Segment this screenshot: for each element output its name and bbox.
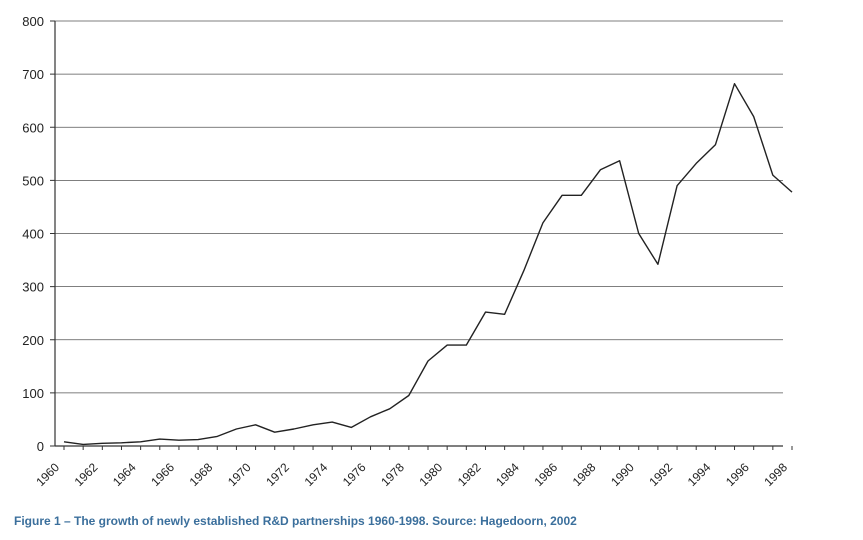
x-tick-label-1988: 1988: [570, 460, 599, 489]
x-tick-label-1986: 1986: [531, 460, 560, 489]
data-point-1970: [254, 424, 256, 426]
data-point-1982: [484, 311, 486, 313]
gridlines: [55, 20, 783, 394]
data-point-1975: [350, 426, 352, 428]
series-line: [63, 82, 793, 446]
data-point-1963: [120, 442, 122, 444]
y-tick-label-700: 700: [22, 67, 44, 82]
data-point-1973: [312, 424, 314, 426]
x-tick-label-1984: 1984: [493, 460, 522, 489]
x-tick-label-1990: 1990: [608, 460, 637, 489]
x-tick-label-1974: 1974: [302, 460, 331, 489]
y-tick-label-100: 100: [22, 386, 44, 401]
data-point-1972: [293, 428, 295, 430]
data-point-1996: [752, 115, 754, 117]
data-point-1965: [159, 438, 161, 440]
data-point-1992: [676, 184, 678, 186]
y-tick-label-500: 500: [22, 173, 44, 188]
x-tick-label-1968: 1968: [187, 460, 216, 489]
data-point-1978: [408, 394, 410, 396]
data-point-1990: [638, 232, 640, 234]
data-point-1993: [695, 162, 697, 164]
data-point-1964: [139, 441, 141, 443]
data-point-1962: [101, 442, 103, 444]
figure-caption: Figure 1 – The growth of newly establish…: [14, 514, 577, 528]
data-point-1997: [772, 174, 774, 176]
data-point-1960: [63, 441, 65, 443]
y-tick-label-800: 800: [22, 14, 44, 29]
data-point-1991: [657, 263, 659, 265]
data-point-1967: [197, 438, 199, 440]
data-point-1986: [561, 194, 563, 196]
data-point-1995: [733, 82, 735, 84]
data-point-1983: [503, 313, 505, 315]
y-tick-label-0: 0: [37, 439, 44, 454]
data-point-1974: [331, 421, 333, 423]
data-point-1987: [580, 194, 582, 196]
x-tick-label-1982: 1982: [455, 460, 484, 489]
y-tick-labels: 0 100 200 300 400 500 600 700 800: [22, 14, 44, 454]
data-point-1980: [446, 344, 448, 346]
x-tick-label-1996: 1996: [723, 460, 752, 489]
data-point-1985: [542, 222, 544, 224]
data-point-1976: [369, 416, 371, 418]
x-tick-label-1976: 1976: [340, 460, 369, 489]
x-tick-label-1970: 1970: [225, 460, 254, 489]
y-tick-label-400: 400: [22, 227, 44, 242]
x-tick-label-1992: 1992: [646, 460, 675, 489]
x-tick-label-1978: 1978: [378, 460, 407, 489]
data-point-1968: [216, 435, 218, 437]
data-point-1979: [427, 360, 429, 362]
y-tick-label-600: 600: [22, 120, 44, 135]
x-tick-labels: 1960 1962 1964 1966 1968 1970 1972 1974 1976 1978…: [33, 460, 790, 489]
data-point-1994: [714, 144, 716, 146]
data-point-1989: [618, 160, 620, 162]
y-tick-label-200: 200: [22, 333, 44, 348]
x-tick-label-1960: 1960: [33, 460, 62, 489]
data-point-1969: [235, 428, 237, 430]
data-point-1971: [274, 431, 276, 433]
data-point-1984: [523, 269, 525, 271]
axes: [50, 20, 793, 450]
data-point-1981: [465, 344, 467, 346]
x-tick-label-1998: 1998: [761, 460, 790, 489]
data-point-1966: [178, 439, 180, 441]
x-tick-label-1964: 1964: [110, 460, 139, 489]
x-tick-label-1966: 1966: [148, 460, 177, 489]
x-tick-label-1962: 1962: [72, 460, 101, 489]
y-tick-label-300: 300: [22, 280, 44, 295]
data-point-1961: [82, 443, 84, 445]
data-point-1988: [599, 169, 601, 171]
data-point-1998: [791, 191, 793, 193]
series-layer: [63, 82, 793, 446]
x-tick-label-1994: 1994: [685, 460, 714, 489]
x-tick-label-1972: 1972: [263, 460, 292, 489]
data-point-1977: [388, 408, 390, 410]
x-tick-label-1980: 1980: [416, 460, 445, 489]
